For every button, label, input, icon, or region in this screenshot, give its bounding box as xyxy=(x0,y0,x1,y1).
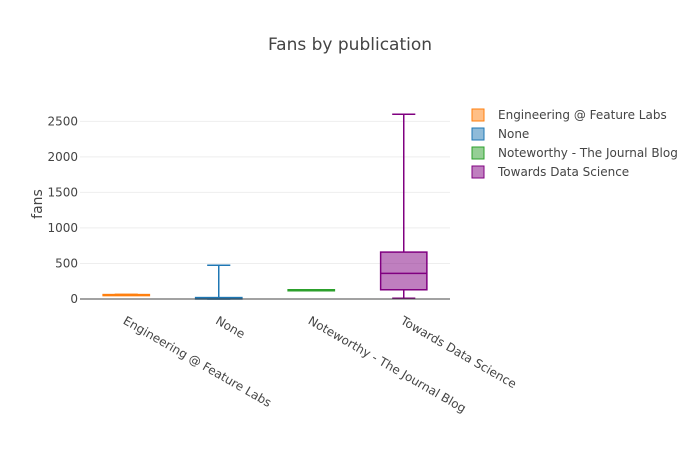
gridlines xyxy=(80,120,450,264)
legend-swatch xyxy=(471,165,485,179)
y-tick-label: 0 xyxy=(70,292,78,306)
box-trace[interactable] xyxy=(379,113,428,300)
legend-item[interactable]: Towards Data Science xyxy=(471,165,629,179)
x-tick-label: Engineering @ Feature Labs xyxy=(121,313,274,409)
box-trace[interactable] xyxy=(102,293,151,297)
y-tick-label: 2500 xyxy=(47,114,78,128)
box-iqr xyxy=(379,251,428,291)
legend-swatch xyxy=(471,146,485,160)
legend-swatch xyxy=(471,127,485,141)
box-trace[interactable] xyxy=(287,289,336,292)
legend-item[interactable]: None xyxy=(471,127,529,141)
plot-area xyxy=(102,113,428,300)
y-tick-label: 2000 xyxy=(47,150,78,164)
legend-item[interactable]: Noteworthy - The Journal Blog xyxy=(471,146,678,160)
legend-label: Towards Data Science xyxy=(497,165,629,179)
legend-swatch xyxy=(471,108,485,122)
y-tick-label: 500 xyxy=(55,256,78,270)
x-tick-label: Noteworthy - The Journal Blog xyxy=(306,313,469,415)
y-tick-label: 1000 xyxy=(47,221,78,235)
legend-label: Engineering @ Feature Labs xyxy=(498,108,667,122)
legend[interactable]: Engineering @ Feature Labs None Noteworthy… xyxy=(471,108,678,179)
legend-label: Noteworthy - The Journal Blog xyxy=(498,146,678,160)
legend-item[interactable]: Engineering @ Feature Labs xyxy=(471,108,667,122)
box-trace[interactable] xyxy=(194,264,243,300)
axes: 0 500 1000 1500 2000 2500 Engineering @ Featur… xyxy=(47,114,518,415)
y-tick-label: 1500 xyxy=(47,185,78,199)
legend-label: None xyxy=(498,127,529,141)
chart-title: Fans by publication xyxy=(268,35,432,55)
x-tick-label: None xyxy=(213,313,247,341)
y-axis-title: fans xyxy=(30,189,46,219)
